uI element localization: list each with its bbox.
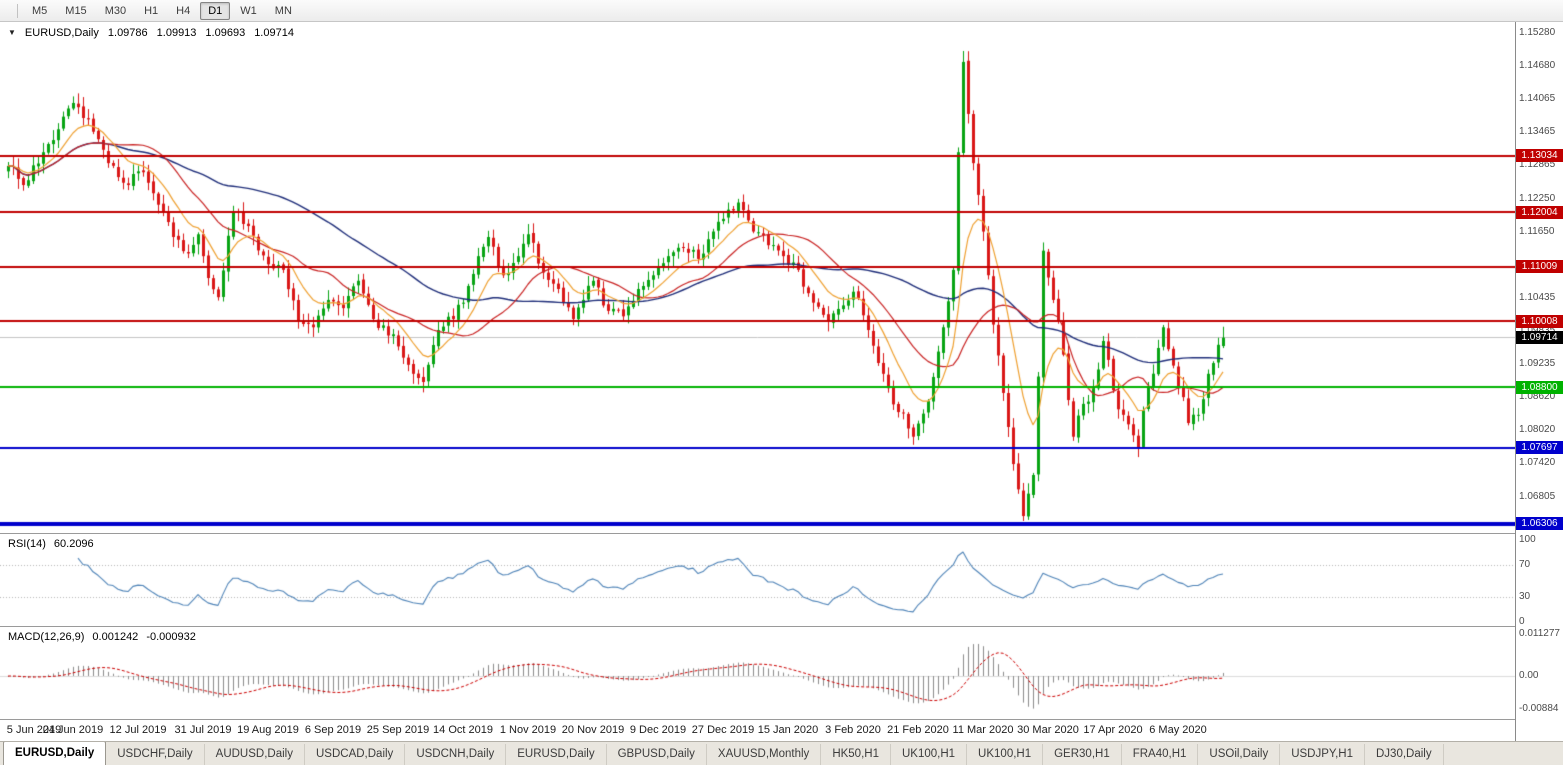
price-axis-label: 1.09835 <box>1519 325 1555 336</box>
macd-canvas[interactable] <box>0 627 1515 719</box>
timeframe-mn-button[interactable]: MN <box>274 4 292 17</box>
macd-main-value: 0.001242 <box>92 631 139 643</box>
price-axis-label: 1.12250 <box>1519 192 1556 204</box>
chart-symbol: EURUSD,Daily <box>24 27 99 39</box>
time-axis: 5 Jun 2019 24 Jun 2019 12 Jul 2019 31 Jul 2… <box>0 719 1515 741</box>
date-label: 24 Jun 2019 <box>42 724 104 736</box>
chart-high-value: 1.09913 <box>156 27 197 39</box>
rsi-axis-label: 0 <box>1519 616 1525 627</box>
timeframe-d1-button[interactable]: D1 <box>200 1 231 20</box>
date-label: 20 Nov 2019 <box>561 724 625 736</box>
price-axis-label: 1.06805 <box>1519 490 1556 502</box>
date-label: 19 Aug 2019 <box>237 724 299 736</box>
date-label: 1 Nov 2019 <box>499 724 557 736</box>
price-axis-label: 1.12865 <box>1519 159 1556 171</box>
chart-tab-usdjpy-h1[interactable]: USDJPY,H1 <box>1280 744 1365 765</box>
chart-tab-uk100-h1[interactable]: UK100,H1 <box>891 744 968 765</box>
chart-tab-ger30-h1[interactable]: GER30,H1 <box>1043 744 1122 765</box>
macd-name: MACD(12,26,9) <box>8 631 85 643</box>
date-label: 17 Apr 2020 <box>1083 724 1143 736</box>
rsi-label: RSI(14) 60.2096 <box>8 538 94 550</box>
date-label: 3 Feb 2020 <box>825 724 881 736</box>
timeframe-toolbar: M5 M15 M30 H1 H4 D1 W1 MN <box>0 0 1563 22</box>
chart-tab-audusd-daily[interactable]: AUDUSD,Daily <box>205 744 305 765</box>
rsi-name: RSI(14) <box>8 538 46 550</box>
price-axis-label: 1.14065 <box>1519 93 1556 105</box>
price-axis-label: 1.09235 <box>1519 357 1556 369</box>
price-axis-label: 1.08020 <box>1519 424 1556 436</box>
chart-tab-hk50-h1[interactable]: HK50,H1 <box>821 744 891 765</box>
date-label: 11 Mar 2020 <box>952 724 1014 736</box>
date-label: 9 Dec 2019 <box>629 724 687 736</box>
date-label: 25 Sep 2019 <box>366 724 430 736</box>
rsi-indicator-panel: RSI(14) 60.2096 <box>0 533 1515 626</box>
price-axis-label: 1.11650 <box>1519 225 1555 237</box>
date-label: 30 Mar 2020 <box>1017 724 1079 736</box>
rsi-axis-label: 70 <box>1519 558 1531 570</box>
date-label: 27 Dec 2019 <box>691 724 755 736</box>
date-label: 21 Feb 2020 <box>887 724 949 736</box>
chart-tab-uk100-h1[interactable]: UK100,H1 <box>967 744 1044 765</box>
price-axis-label: 1.14680 <box>1519 59 1556 71</box>
toolbar-separator <box>17 3 18 18</box>
macd-axis-label: 0.011277 <box>1519 627 1560 639</box>
price-level-badge: 1.07697 <box>1516 441 1563 455</box>
price-axis-label: 1.15280 <box>1519 26 1556 38</box>
date-label: 15 Jan 2020 <box>757 724 819 736</box>
chart-tab-fra40-h1[interactable]: FRA40,H1 <box>1122 744 1199 765</box>
chart-tab-bar: EURUSD,Daily USDCHF,Daily AUDUSD,Daily USDC… <box>0 741 1563 765</box>
macd-axis-label: -0.00884 <box>1519 702 1559 714</box>
timeframe-m15-button[interactable]: M15 <box>65 4 87 17</box>
chart-tab-eurusd-daily[interactable]: EURUSD,Daily <box>506 744 607 765</box>
price-level-badge: 1.11009 <box>1516 260 1563 274</box>
rsi-canvas[interactable] <box>0 534 1515 626</box>
price-level-badge: 1.12004 <box>1516 205 1563 219</box>
macd-signal-value: -0.000932 <box>146 631 196 643</box>
timeframe-m30-button[interactable]: M30 <box>104 4 127 17</box>
chart-tab-gbpusd-daily[interactable]: GBPUSD,Daily <box>607 744 707 765</box>
timeframe-h1-button[interactable]: H1 <box>144 4 159 17</box>
macd-indicator-panel: MACD(12,26,9) 0.001242 -0.000932 <box>0 626 1515 719</box>
timeframe-h4-button[interactable]: H4 <box>176 4 191 17</box>
price-chart-panel: ▼ EURUSD,Daily 1.09786 1.09913 1.09693 1… <box>0 22 1515 533</box>
chart-tab-xauusd-monthly[interactable]: XAUUSD,Monthly <box>707 744 822 765</box>
price-axis-label: 1.10435 <box>1519 292 1556 304</box>
chart-close-value: 1.09714 <box>254 27 294 39</box>
macd-axis-label: 0.00 <box>1519 670 1539 681</box>
date-label: 14 Oct 2019 <box>433 724 493 736</box>
timeframe-m5-button[interactable]: M5 <box>32 4 48 17</box>
chart-tab-eurusd-daily[interactable]: EURUSD,Daily <box>3 742 107 765</box>
chart-symbol-line: ▼ EURUSD,Daily 1.09786 1.09913 1.09693 1… <box>8 27 294 39</box>
chart-tab-dj30-daily[interactable]: DJ30,Daily <box>1365 744 1444 765</box>
chart-tab-usdcnh-daily[interactable]: USDCNH,Daily <box>405 744 507 765</box>
chart-open-value: 1.09786 <box>107 27 148 39</box>
date-label: 31 Jul 2019 <box>174 724 232 736</box>
macd-label: MACD(12,26,9) 0.001242 -0.000932 <box>8 631 196 643</box>
price-axis-label: 1.13465 <box>1519 126 1556 138</box>
price-level-badge: 1.06306 <box>1516 517 1563 531</box>
chart-tab-usdcad-daily[interactable]: USDCAD,Daily <box>305 744 406 765</box>
timeframe-w1-button[interactable]: W1 <box>240 4 257 17</box>
date-label: 6 May 2020 <box>1149 724 1207 736</box>
chart-dropdown-icon[interactable]: ▼ <box>8 28 16 37</box>
current-price-badge: 1.09714 <box>1516 330 1563 344</box>
date-label: 5 Jun 2019 <box>6 724 62 736</box>
chart-tab-usdchf-daily[interactable]: USDCHF,Daily <box>106 744 205 765</box>
date-label: 6 Sep 2019 <box>304 724 362 736</box>
price-axis-label: 1.07420 <box>1519 456 1556 468</box>
price-axis-label: 1.08620 <box>1519 391 1556 403</box>
price-axis[interactable]: 1.15280 1.14680 1.14065 1.13465 1.12865 1.122… <box>1515 22 1563 741</box>
rsi-axis-label: 30 <box>1519 591 1531 603</box>
price-level-badge: 1.10008 <box>1516 314 1563 328</box>
rsi-value: 60.2096 <box>53 538 94 550</box>
price-level-badge: 1.13034 <box>1516 149 1563 163</box>
price-chart-canvas[interactable] <box>0 22 1515 533</box>
chart-tab-usoil-daily[interactable]: USOil,Daily <box>1198 744 1281 765</box>
price-level-badge: 1.08800 <box>1516 380 1563 394</box>
chart-low-value: 1.09693 <box>205 27 246 39</box>
date-label: 12 Jul 2019 <box>109 724 167 736</box>
rsi-axis-label: 100 <box>1519 534 1536 545</box>
